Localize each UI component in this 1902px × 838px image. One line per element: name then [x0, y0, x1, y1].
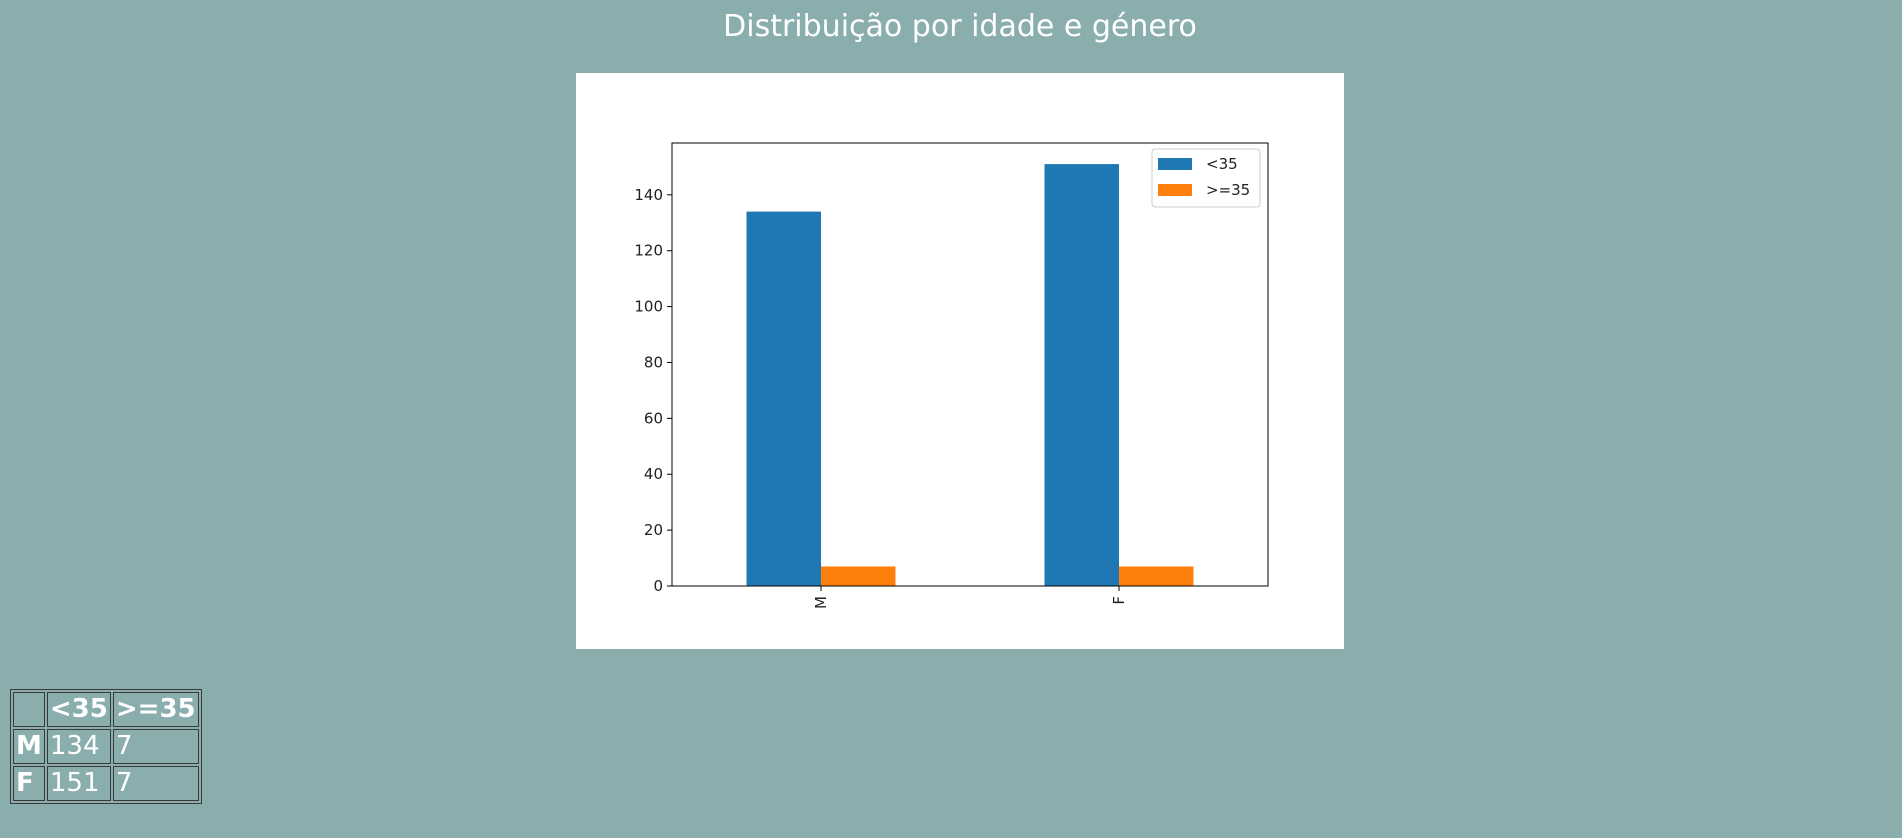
chart-figure: 0 20 40 60 80 100 120 140 M F <35 >=35 [576, 73, 1344, 649]
plot-frame [671, 142, 1269, 587]
bar-M-series-0 [746, 211, 821, 586]
table-row-label: F [13, 766, 45, 801]
table-header-lt35: <35 [46, 692, 111, 727]
y-tick-label: 100 [634, 298, 663, 316]
table-corner-cell [13, 692, 45, 727]
legend-swatch [1158, 184, 1192, 196]
x-tick-label: F [1110, 596, 1128, 605]
legend-label: <35 [1206, 155, 1238, 173]
table-cell: 151 [46, 766, 111, 801]
bar-chart: 0 20 40 60 80 100 120 140 M F <35 >=35 [634, 142, 1269, 609]
x-tick-label: M [812, 596, 830, 609]
y-tick-label: 80 [644, 353, 663, 371]
table-row: M 134 7 [13, 729, 199, 764]
legend-swatch [1158, 158, 1192, 170]
table-cell: 7 [112, 766, 199, 801]
bar-F-series-0 [1044, 164, 1119, 586]
bar-F-series-1 [1119, 566, 1194, 586]
legend-label: >=35 [1206, 181, 1250, 199]
table-header-gte35: >=35 [112, 692, 199, 727]
y-tick-label: 0 [653, 577, 663, 595]
bar-M-series-1 [821, 566, 896, 586]
y-tick-label: 120 [634, 242, 663, 260]
table-row: F 151 7 [13, 766, 199, 801]
page-title: Distribuição por idade e género [723, 9, 1197, 44]
table-cell: 134 [46, 729, 111, 764]
y-tick-label: 20 [644, 521, 663, 539]
data-table: <35 >=35 M 134 7 F 151 7 [10, 689, 202, 804]
table-cell: 7 [112, 729, 199, 764]
y-tick-label: 40 [644, 465, 663, 483]
table-row-label: M [13, 729, 45, 764]
table-header-row: <35 >=35 [13, 692, 199, 727]
y-tick-label: 60 [644, 409, 663, 427]
y-tick-label: 140 [634, 186, 663, 204]
